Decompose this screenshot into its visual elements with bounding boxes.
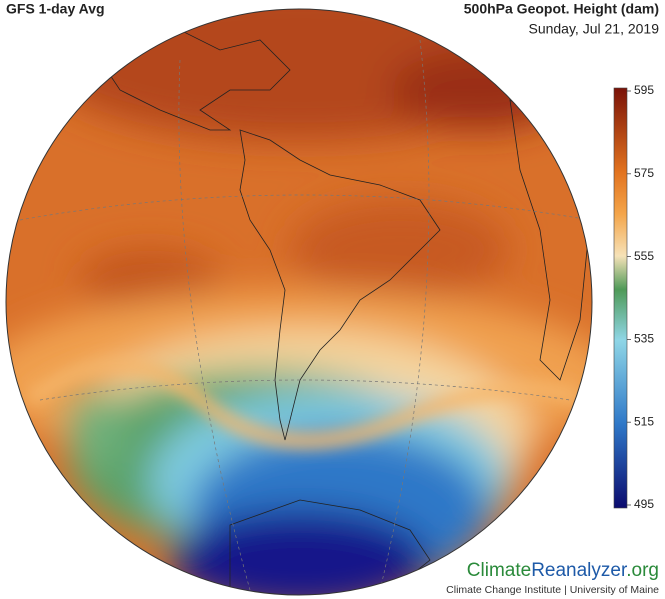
colorbar [613, 87, 628, 509]
colorbar-tick-label: 495 [634, 497, 654, 511]
globe [6, 9, 592, 595]
colorbar-tick-label: 535 [634, 332, 654, 346]
brand-subtitle: Climate Change Institute | University of… [446, 584, 659, 596]
brand-part: .org [626, 560, 659, 581]
colorbar-tick-label: 595 [634, 83, 654, 97]
date: Sunday, Jul 21, 2019 [528, 21, 659, 37]
variable: 500hPa Geopot. Height (dam) [464, 1, 659, 17]
brand-part: Climate [467, 560, 531, 581]
colorbar-tick-label: 555 [634, 249, 654, 263]
graticule [19, 39, 591, 591]
title: GFS 1-day Avg [6, 1, 105, 17]
brand-part: Reanalyzer [531, 560, 628, 581]
coastlines [99, 19, 591, 595]
colorbar-tick-label: 575 [634, 166, 654, 180]
brand: ClimateReanalyzer.org [467, 560, 659, 581]
colorbar-tick-label: 515 [634, 414, 654, 428]
globe-outline [5, 8, 593, 596]
